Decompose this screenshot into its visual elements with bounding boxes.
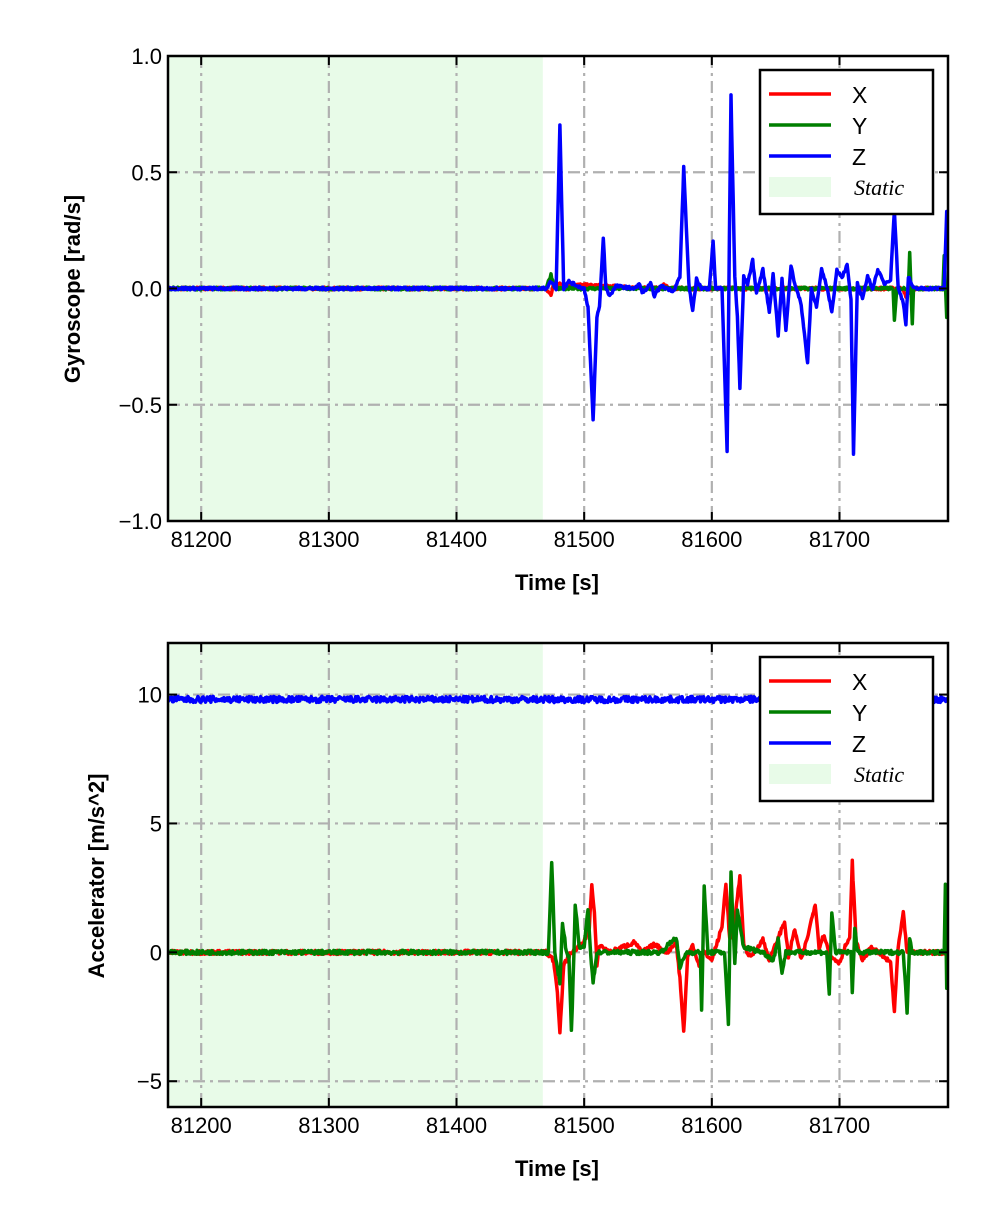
x-tick-label: 81300 (298, 1113, 359, 1138)
legend-label: Z (852, 144, 866, 170)
legend: XYZ Static (758, 655, 935, 803)
legend-label: Z (852, 731, 866, 757)
axes-frame (166, 641, 950, 1109)
legend-label: X (852, 82, 867, 108)
legend-label-static: Static (854, 762, 904, 787)
x-tick-label: 81700 (809, 527, 870, 552)
legend-label: Y (852, 700, 867, 726)
y-tick-label: 10 (138, 683, 162, 708)
accel-xlabel: Time [s] (515, 1156, 599, 1181)
legend: XYZ Static (758, 68, 935, 216)
x-tick-label: 81200 (171, 527, 232, 552)
accel-ylabel: Accelerator [m/s^2] (84, 774, 109, 979)
x-tick-label: 81600 (681, 527, 742, 552)
x-tick-label: 81600 (681, 1113, 742, 1138)
x-tick-label: 81400 (426, 1113, 487, 1138)
y-tick-label: 5 (150, 811, 162, 836)
gyroscope-plot: 81200 81300 81400 81500 81600 81700 1.0 0.5 0.0 −… (119, 44, 950, 552)
accelerometer-plot: 81200 81300 81400 81500 81600 81700 10 5 0 −5 XYZS… (137, 641, 950, 1138)
legend-label-static: Static (854, 175, 904, 200)
gyro-xlabel: Time [s] (515, 570, 599, 595)
x-tick-label: 81500 (554, 1113, 615, 1138)
legend-swatch-static (769, 764, 831, 784)
legend-label: Y (852, 113, 867, 139)
y-tick-label: 0.5 (131, 160, 162, 185)
legend-swatch-static (769, 177, 831, 197)
x-tick-label: 81200 (171, 1113, 232, 1138)
series-line-z (168, 93, 948, 456)
legend-label: X (852, 669, 867, 695)
x-tick-label: 81700 (809, 1113, 870, 1138)
x-tick-label: 81300 (298, 527, 359, 552)
x-tick-label: 81500 (554, 527, 615, 552)
y-tick-label: −5 (137, 1069, 162, 1094)
y-tick-label: 1.0 (131, 44, 162, 69)
static-region (168, 643, 543, 1107)
y-tick-label: −0.5 (119, 393, 162, 418)
y-tick-label: 0 (150, 940, 162, 965)
x-tick-label: 81400 (426, 527, 487, 552)
gyro-ylabel: Gyroscope [rad/s] (60, 195, 85, 383)
y-tick-label: −1.0 (119, 509, 162, 534)
y-tick-label: 0.0 (131, 277, 162, 302)
series-line-y (168, 860, 948, 1033)
series-group (168, 93, 948, 456)
